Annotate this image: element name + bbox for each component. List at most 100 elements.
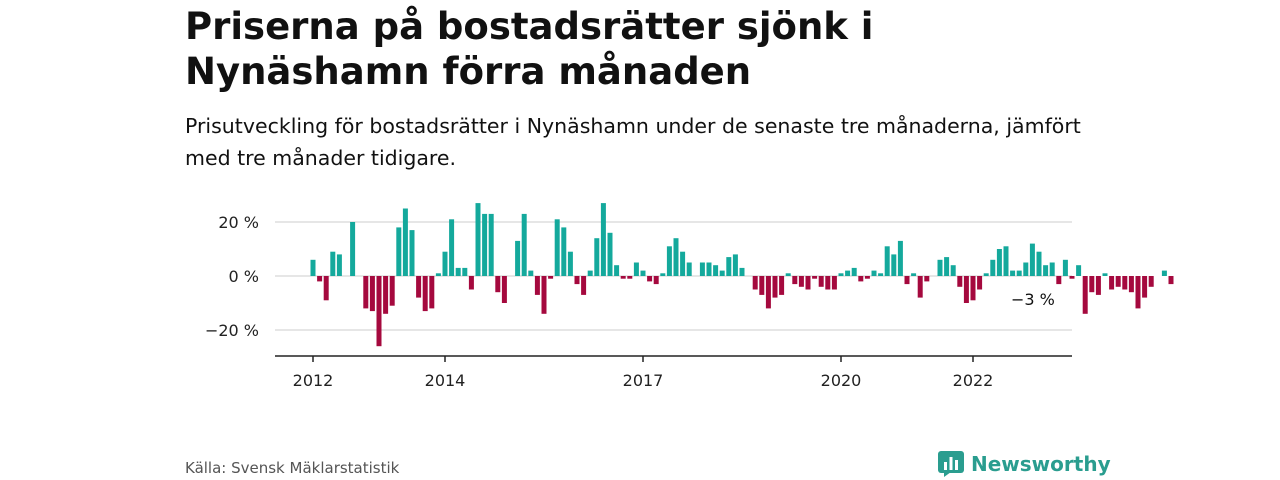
bar	[1062, 259, 1068, 276]
bar	[666, 246, 672, 276]
bar	[660, 273, 666, 276]
bar	[1148, 276, 1154, 287]
bar	[719, 270, 725, 276]
bar	[336, 254, 342, 276]
x-tick-label: 2014	[425, 371, 466, 390]
bar	[864, 276, 870, 279]
y-axis-labels: 20 % 0 % −20 %	[205, 213, 259, 340]
bar	[1122, 276, 1128, 290]
bar	[752, 276, 758, 290]
bar	[317, 276, 323, 282]
bar	[983, 273, 989, 276]
bar	[475, 203, 481, 276]
bar	[759, 276, 765, 295]
bar	[442, 251, 448, 276]
bar	[977, 276, 983, 290]
bar	[330, 251, 336, 276]
bar	[1036, 251, 1042, 276]
bar	[310, 259, 316, 276]
bar-chart: 20 % 0 % −20 % 2012 2014 2017 2020 2022 −3 %	[205, 203, 1174, 390]
bar	[996, 249, 1002, 276]
bar	[369, 276, 375, 312]
bar	[620, 276, 626, 279]
bar	[713, 265, 719, 276]
bar	[501, 276, 507, 303]
bar	[495, 276, 501, 293]
bar	[594, 238, 600, 276]
bar	[1029, 243, 1035, 276]
y-tick-label: 20 %	[218, 213, 259, 232]
bar	[732, 254, 738, 276]
bar	[1109, 276, 1115, 290]
bar	[818, 276, 824, 287]
bar-chart-icon	[938, 451, 964, 477]
last-value-label: −3 %	[1011, 290, 1055, 309]
bar	[534, 276, 540, 295]
bar	[323, 276, 329, 301]
bar	[878, 273, 884, 276]
bar	[416, 276, 422, 298]
x-tick-label: 2022	[953, 371, 994, 390]
bar	[435, 273, 441, 276]
bar	[825, 276, 831, 290]
bar	[1161, 270, 1167, 276]
bar	[990, 259, 996, 276]
bar	[699, 262, 705, 276]
bar	[1135, 276, 1141, 309]
bar	[389, 276, 395, 306]
bar	[521, 213, 527, 276]
bar	[409, 230, 415, 276]
page-subtitle: Prisutveckling för bostadsrätter i Nynäs…	[185, 114, 1081, 170]
bar	[614, 265, 620, 276]
bar	[462, 267, 468, 276]
bar	[779, 276, 785, 295]
bar	[686, 262, 692, 276]
bar	[831, 276, 837, 290]
source-note: Källa: Svensk Mäklarstatistik	[185, 459, 400, 477]
annotations: −3 %	[1011, 290, 1055, 309]
bar	[785, 273, 791, 276]
bar	[871, 270, 877, 276]
bar	[1102, 273, 1108, 276]
bar	[772, 276, 778, 298]
bar	[515, 240, 521, 276]
brand-logo-block: Newsworthy	[938, 449, 1111, 479]
bar	[924, 276, 930, 282]
bar	[957, 276, 963, 287]
bar	[792, 276, 798, 285]
bar	[633, 262, 639, 276]
bar	[884, 246, 890, 276]
bar	[350, 222, 356, 276]
bar	[911, 273, 917, 276]
bar	[845, 270, 851, 276]
bar	[1076, 265, 1082, 276]
bar	[680, 251, 686, 276]
bar	[798, 276, 804, 287]
x-axis: 2012 2014 2017 2020 2022	[275, 355, 1072, 390]
bar	[1142, 276, 1148, 298]
bar	[647, 276, 653, 282]
bar	[963, 276, 969, 303]
bar	[554, 219, 560, 276]
bar	[455, 267, 461, 276]
bar	[581, 276, 587, 295]
brand-name: Newsworthy	[971, 452, 1111, 476]
bar	[917, 276, 923, 298]
bar	[383, 276, 389, 314]
bar	[376, 276, 382, 347]
bar	[1023, 262, 1029, 276]
bar	[805, 276, 811, 290]
bar	[482, 213, 488, 276]
bar	[765, 276, 771, 309]
bar	[706, 262, 712, 276]
x-tick-label: 2020	[821, 371, 862, 390]
bar	[851, 267, 857, 276]
bar	[607, 232, 613, 276]
y-tick-label: 0 %	[229, 267, 259, 286]
bar	[561, 227, 567, 276]
bar	[1049, 262, 1055, 276]
y-tick-label: −20 %	[205, 321, 259, 340]
bar	[1010, 270, 1016, 276]
bar	[1043, 265, 1049, 276]
bar	[600, 203, 606, 276]
